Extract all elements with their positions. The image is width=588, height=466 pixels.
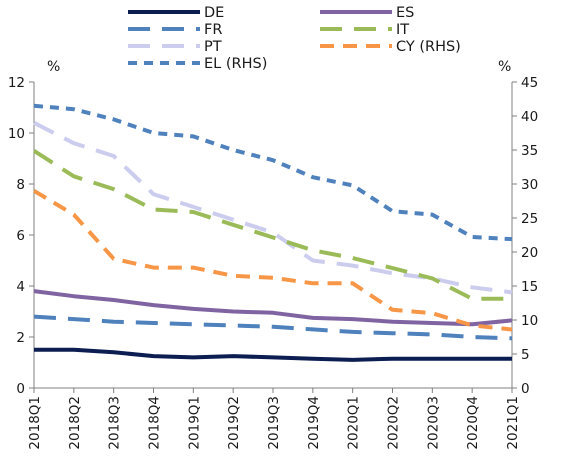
legend-item: DE <box>128 5 224 21</box>
x-tick-label: 2018Q3 <box>107 396 123 450</box>
series-line-el-rhs <box>33 103 513 242</box>
x-tick-label: 2018Q4 <box>147 396 163 450</box>
y-left-tick-label: 6 <box>16 228 25 244</box>
x-tick-label: 2019Q4 <box>306 396 322 450</box>
x-tick-label: 2021Q1 <box>505 396 521 450</box>
legend-item: CY (RHS) <box>320 39 461 55</box>
x-tick-label: 2020Q1 <box>346 396 362 450</box>
y-right-tick-label: 45 <box>521 75 538 91</box>
y-left-tick-label: 12 <box>8 75 25 91</box>
legend-item: ES <box>320 5 414 21</box>
legend: DE ES FR IT PT CY (RHS) EL (RHS) <box>128 5 461 72</box>
legend-label: DE <box>204 5 224 21</box>
y-right-tick-label: 30 <box>521 177 538 193</box>
legend-label: IT <box>396 22 409 38</box>
x-tick-label: 2020Q3 <box>425 396 441 450</box>
y-left-tick-label: 0 <box>16 381 25 397</box>
legend-label: FR <box>204 22 222 38</box>
series-line-fr <box>33 314 513 341</box>
legend-label: CY (RHS) <box>396 39 461 55</box>
legend-label: ES <box>396 5 414 21</box>
y-left-tick-label: 10 <box>8 126 25 142</box>
x-tick-label: 2019Q1 <box>186 396 202 450</box>
x-tick-label: 2020Q4 <box>465 396 481 450</box>
series-line-de <box>34 347 512 362</box>
x-tick-label: 2019Q3 <box>266 396 282 450</box>
series-line-cy-rhs <box>32 189 513 332</box>
axes: 0 2 4 6 8 10 12 0 5 10 15 20 25 30 35 40 45 2018Q1 2018Q2 2… <box>8 75 538 450</box>
y-right-tick-label: 25 <box>521 211 538 227</box>
y-right-tick-label: 40 <box>521 109 538 125</box>
legend-item: EL (RHS) <box>128 56 267 72</box>
legend-item: PT <box>128 39 222 55</box>
y-right-tick-label: 35 <box>521 143 538 159</box>
x-tick-label: 2018Q2 <box>67 396 83 450</box>
y-right-tick-label: 20 <box>521 245 538 261</box>
y-left-tick-label: 4 <box>16 279 25 295</box>
legend-label: PT <box>204 39 222 55</box>
legend-item: FR <box>128 22 222 38</box>
y-right-tick-label: 10 <box>521 313 538 329</box>
series-line-it <box>32 149 512 301</box>
y-right-tick-label: 0 <box>521 381 530 397</box>
x-tick-label: 2020Q2 <box>386 396 402 450</box>
series-line-es <box>33 289 513 327</box>
y-right-tick-label: 15 <box>521 279 538 295</box>
y-left-unit-label: % <box>47 59 60 75</box>
y-right-tick-label: 5 <box>521 347 530 363</box>
y-left-tick-label: 8 <box>16 177 25 193</box>
series-line-pt <box>33 121 513 295</box>
series-lines <box>32 103 513 362</box>
x-tick-label: 2018Q1 <box>27 396 43 450</box>
legend-item: IT <box>320 22 409 38</box>
y-right-unit-label: % <box>498 59 511 75</box>
y-left-tick-label: 2 <box>16 330 25 346</box>
x-tick-label: 2019Q2 <box>226 396 242 450</box>
legend-label: EL (RHS) <box>204 56 267 72</box>
